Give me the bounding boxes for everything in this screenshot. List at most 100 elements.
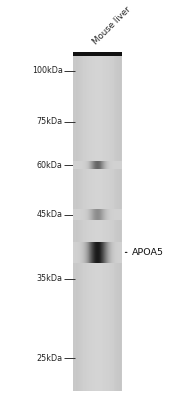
Bar: [118, 209, 119, 220]
Bar: [101, 54, 102, 390]
Bar: [99, 242, 100, 263]
Bar: [79, 242, 80, 263]
Bar: [107, 161, 108, 170]
Bar: [92, 161, 93, 170]
Bar: [80, 242, 81, 263]
Bar: [116, 242, 117, 263]
Bar: [104, 242, 105, 263]
Bar: [117, 242, 118, 263]
Bar: [113, 161, 114, 170]
Bar: [98, 242, 99, 263]
Bar: [100, 242, 101, 263]
Bar: [87, 54, 88, 390]
Bar: [109, 209, 110, 220]
Text: 60kDa: 60kDa: [37, 161, 63, 170]
Bar: [76, 242, 77, 263]
Bar: [92, 242, 93, 263]
Bar: [99, 209, 100, 220]
Bar: [101, 242, 102, 263]
Bar: [99, 54, 100, 390]
Bar: [115, 161, 116, 170]
Bar: [112, 242, 113, 263]
Bar: [117, 161, 118, 170]
Bar: [120, 54, 121, 390]
Bar: [87, 161, 88, 170]
Bar: [99, 209, 100, 220]
Bar: [86, 209, 87, 220]
Bar: [110, 242, 111, 263]
Bar: [108, 242, 109, 263]
Bar: [78, 161, 79, 170]
Bar: [117, 54, 118, 390]
Bar: [110, 54, 111, 390]
Bar: [99, 54, 100, 390]
Bar: [94, 54, 95, 390]
Bar: [86, 161, 87, 170]
Bar: [89, 54, 90, 390]
Bar: [76, 54, 77, 390]
Bar: [89, 242, 90, 263]
Bar: [105, 54, 106, 390]
Bar: [119, 209, 120, 220]
Bar: [109, 54, 110, 390]
Bar: [108, 161, 109, 170]
Bar: [121, 54, 122, 390]
Bar: [115, 54, 116, 390]
Bar: [113, 161, 114, 170]
Bar: [84, 209, 85, 220]
Bar: [116, 161, 117, 170]
Bar: [110, 161, 111, 170]
Bar: [89, 209, 90, 220]
Bar: [111, 209, 112, 220]
Bar: [88, 161, 89, 170]
Bar: [82, 161, 83, 170]
Bar: [83, 242, 84, 263]
Bar: [114, 209, 115, 220]
Bar: [76, 161, 77, 170]
Bar: [111, 54, 112, 390]
Bar: [119, 54, 120, 390]
Bar: [108, 54, 109, 390]
Bar: [113, 209, 114, 220]
Bar: [79, 209, 80, 220]
Bar: [108, 209, 109, 220]
Bar: [95, 54, 96, 390]
Bar: [94, 209, 95, 220]
Bar: [91, 209, 92, 220]
Bar: [78, 242, 79, 263]
Bar: [74, 209, 75, 220]
Text: 45kDa: 45kDa: [37, 210, 63, 219]
Bar: [92, 54, 93, 390]
Bar: [95, 161, 96, 170]
Bar: [121, 242, 122, 263]
Bar: [102, 209, 103, 220]
Bar: [113, 209, 114, 220]
Bar: [78, 242, 79, 263]
Bar: [91, 161, 92, 170]
Bar: [78, 209, 79, 220]
Bar: [90, 209, 91, 220]
Bar: [87, 209, 88, 220]
Bar: [115, 161, 116, 170]
Bar: [103, 161, 104, 170]
Bar: [102, 161, 103, 170]
Bar: [110, 209, 111, 220]
Bar: [100, 54, 101, 390]
Bar: [114, 161, 115, 170]
Bar: [108, 209, 109, 220]
Bar: [113, 54, 114, 390]
Bar: [113, 242, 114, 263]
Bar: [103, 54, 104, 390]
Bar: [107, 54, 108, 390]
Bar: [93, 161, 94, 170]
Bar: [99, 161, 100, 170]
Bar: [84, 161, 85, 170]
Bar: [114, 209, 115, 220]
Bar: [93, 209, 94, 220]
Bar: [102, 161, 103, 170]
Bar: [115, 209, 116, 220]
Bar: [93, 242, 94, 263]
Bar: [74, 242, 75, 263]
Bar: [81, 242, 82, 263]
Bar: [74, 54, 75, 390]
